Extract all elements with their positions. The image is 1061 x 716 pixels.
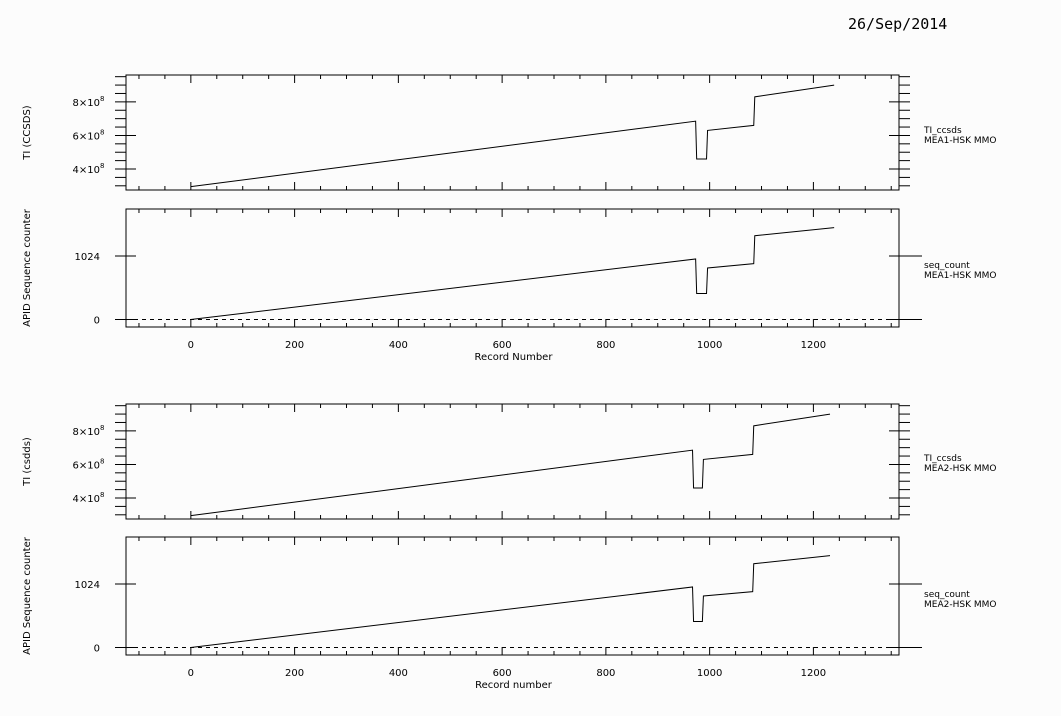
x-tick-label: 800 bbox=[596, 340, 615, 351]
x-tick-label: 1000 bbox=[697, 340, 722, 351]
panel-1: 4×10 86×10 88×10 8TI (CCSDS) TI_ccsdsMEA1-HS… bbox=[22, 74, 996, 191]
x-tick-label: 0 bbox=[188, 668, 194, 679]
series-line-1 bbox=[190, 555, 831, 649]
x-axis-label: Record number bbox=[475, 680, 553, 691]
x-tick-label: 400 bbox=[389, 340, 408, 351]
legend-entry: MEA1-HSK MMO bbox=[924, 271, 996, 281]
series-line-1 bbox=[190, 227, 835, 321]
y-axis-label: TI (csdds) bbox=[22, 437, 33, 487]
y-tick-exponent: 8 bbox=[100, 457, 104, 465]
series-line-1 bbox=[190, 84, 835, 188]
legend-entry: TI_ccsds bbox=[923, 126, 962, 136]
y-tick-exponent: 8 bbox=[100, 491, 104, 499]
legend-entry: MEA1-HSK MMO bbox=[924, 136, 996, 146]
y-tick-exponent: 8 bbox=[100, 162, 104, 170]
y-tick-label: 0 bbox=[94, 644, 100, 655]
y-tick-label: 4×10 bbox=[73, 494, 100, 505]
plot-frame bbox=[125, 74, 900, 191]
series-line-1 bbox=[190, 413, 831, 517]
x-tick-label: 1200 bbox=[801, 668, 826, 679]
y-tick-exponent: 8 bbox=[100, 128, 104, 136]
plot-frame bbox=[125, 208, 900, 328]
y-tick-label: 6×10 bbox=[73, 460, 100, 471]
x-tick-label: 600 bbox=[493, 668, 512, 679]
y-tick-exponent: 8 bbox=[100, 424, 104, 432]
x-tick-label: 1000 bbox=[697, 668, 722, 679]
y-tick-label: 1024 bbox=[75, 580, 100, 591]
legend-entry: MEA2-HSK MMO bbox=[924, 464, 996, 474]
y-axis-label: APID Sequence counter bbox=[22, 208, 33, 327]
panel-2: 0 200 400 600 800 1000 1200 0 1024 APID Sequence … bbox=[22, 208, 996, 363]
panel-4: 0 200 400 600 800 1000 1200 0 1024 APID Sequence … bbox=[22, 536, 996, 691]
y-axis-label: TI (CCSDS) bbox=[22, 105, 33, 160]
x-tick-label: 800 bbox=[596, 668, 615, 679]
legend-entry: MEA2-HSK MMO bbox=[924, 600, 996, 610]
x-tick-label: 400 bbox=[389, 668, 408, 679]
plot-frame bbox=[125, 403, 900, 520]
y-tick-label: 4×10 bbox=[73, 165, 100, 176]
x-tick-label: 200 bbox=[285, 340, 304, 351]
y-tick-exponent: 8 bbox=[100, 95, 104, 103]
y-tick-label: 8×10 bbox=[73, 98, 100, 109]
y-tick-label: 8×10 bbox=[73, 427, 100, 438]
x-tick-label: 1200 bbox=[801, 340, 826, 351]
x-tick-label: 600 bbox=[493, 340, 512, 351]
x-tick-label: 200 bbox=[285, 668, 304, 679]
y-axis-label: APID Sequence counter bbox=[22, 536, 33, 655]
x-tick-label: 0 bbox=[188, 340, 194, 351]
legend-entry: seq_count bbox=[924, 590, 970, 600]
plot-date: 26/Sep/2014 bbox=[848, 15, 948, 33]
y-tick-label: 0 bbox=[94, 316, 100, 327]
y-tick-label: 6×10 bbox=[73, 131, 100, 142]
panel-3: 4×10 86×10 88×10 8TI (csdds) TI_ccsdsMEA2-HS… bbox=[22, 403, 996, 520]
legend-entry: TI_ccsds bbox=[923, 454, 962, 464]
legend-entry: seq_count bbox=[924, 261, 970, 271]
x-axis-label: Record Number bbox=[475, 352, 554, 363]
y-tick-label: 1024 bbox=[75, 252, 100, 263]
plot-frame bbox=[125, 536, 900, 656]
